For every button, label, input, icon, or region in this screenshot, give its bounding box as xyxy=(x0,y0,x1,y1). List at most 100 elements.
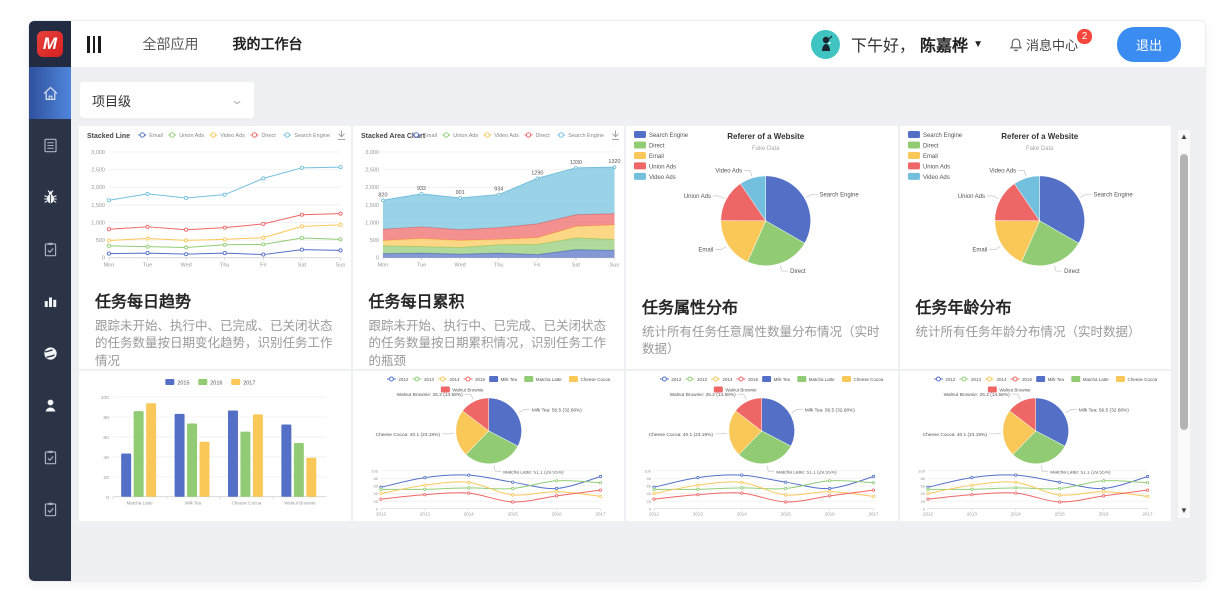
svg-text:40: 40 xyxy=(647,491,652,496)
svg-text:Direct: Direct xyxy=(922,143,938,149)
menu-collapse-icon[interactable] xyxy=(87,35,101,53)
sidebar-item-home[interactable] xyxy=(29,67,71,119)
sidebar-item-reports[interactable] xyxy=(29,275,71,327)
svg-text:Tue: Tue xyxy=(416,263,425,269)
card-bar-chart[interactable]: 0 20 40 60 80 100 2015 2016 2017 Matcha Latte Milk… xyxy=(79,371,351,521)
svg-text:Matcha Latte: Matcha Latte xyxy=(809,377,835,382)
svg-text:Milk Tea: Milk Tea xyxy=(500,377,517,382)
svg-text:Thu: Thu xyxy=(220,263,229,269)
svg-text:Sun: Sun xyxy=(609,263,619,269)
svg-text:Cheese Cocoa: 40.1 (23.19%): Cheese Cocoa: 40.1 (23.19%) xyxy=(649,432,714,438)
svg-text:2015: 2015 xyxy=(748,377,758,382)
greeting-text: 下午好， xyxy=(851,38,916,55)
svg-text:2013: 2013 xyxy=(693,512,703,517)
svg-text:2014: 2014 xyxy=(463,512,473,517)
svg-text:Search Engine: Search Engine xyxy=(294,133,330,139)
sidebar-item-docs[interactable] xyxy=(29,119,71,171)
card-task-age-distribution[interactable]: Referer of a Website Fake Data Search Engi… xyxy=(899,126,1171,369)
user-menu[interactable]: 下午好， 陈嘉桦 ▼ xyxy=(851,32,983,56)
svg-text:100: 100 xyxy=(101,395,110,401)
svg-text:100: 100 xyxy=(371,468,378,473)
scroll-down-arrow[interactable]: ▼ xyxy=(1180,506,1188,515)
svg-text:40: 40 xyxy=(103,455,109,461)
message-badge: 2 xyxy=(1075,27,1093,45)
svg-text:Matcha Latte: Matcha Latte xyxy=(1082,377,1108,382)
sidebar-item-checklist[interactable] xyxy=(29,431,71,483)
card-task-attribute-distribution[interactable]: Referer of a Website Fake Data Search Engi… xyxy=(626,126,898,369)
sidebar-item-bug[interactable] xyxy=(29,171,71,223)
card-description: 统计所有任务任意属性数量分布情况（实时数据） xyxy=(642,324,880,357)
document-icon xyxy=(43,138,57,152)
svg-text:Search Engine: Search Engine xyxy=(1093,192,1133,198)
svg-text:Email: Email xyxy=(972,248,987,254)
nav-my-workbench[interactable]: 我的工作台 xyxy=(232,36,303,52)
svg-text:2013: 2013 xyxy=(970,377,980,382)
sidebar-item-tasks[interactable] xyxy=(29,223,71,275)
svg-text:500: 500 xyxy=(369,238,378,244)
card-combo-2[interactable]: 2012 2013 2014 2015 Milk Tea Matcha Latte Chee… xyxy=(626,371,898,521)
scrollbar-thumb[interactable] xyxy=(1180,154,1188,430)
svg-text:Search Engine: Search Engine xyxy=(922,133,962,139)
svg-text:2014: 2014 xyxy=(1010,512,1020,517)
card-combo-3[interactable]: 2012 2013 2014 2015 Milk Tea Matcha Latte Chee… xyxy=(899,371,1171,521)
svg-text:2015: 2015 xyxy=(475,377,485,382)
scroll-up-arrow[interactable]: ▲ xyxy=(1180,132,1188,141)
svg-text:80: 80 xyxy=(920,476,925,481)
svg-text:60: 60 xyxy=(920,484,925,489)
svg-text:Search Engine: Search Engine xyxy=(820,192,860,198)
chart-grouped-bar: 0 20 40 60 80 100 2015 2016 2017 Matcha Latte Milk… xyxy=(101,378,327,506)
svg-text:2016: 2016 xyxy=(825,512,835,517)
svg-text:0: 0 xyxy=(922,506,925,511)
svg-text:Union Ads: Union Ads xyxy=(957,194,984,200)
scrollbar[interactable]: ▲ ▼ xyxy=(1177,129,1191,519)
svg-text:2,000: 2,000 xyxy=(91,185,105,191)
message-center[interactable]: 消息中心 2 xyxy=(1009,27,1095,54)
svg-text:2014: 2014 xyxy=(996,377,1006,382)
app-logo[interactable]: M xyxy=(29,21,71,67)
bell-icon xyxy=(1009,37,1023,51)
svg-text:Email: Email xyxy=(149,133,163,139)
logout-button[interactable]: 退出 xyxy=(1116,26,1181,62)
card-task-daily-trend[interactable]: 0 500 1,000 1,500 2,000 2,500 3,000 Mon Tue Wed Th… xyxy=(79,126,351,369)
svg-text:Sat: Sat xyxy=(298,263,307,269)
svg-text:Tue: Tue xyxy=(143,263,152,269)
svg-text:Milk Tea: 56.5 (32.68%): Milk Tea: 56.5 (32.68%) xyxy=(1078,408,1129,414)
svg-text:2012: 2012 xyxy=(398,377,408,382)
top-nav: 全部应用 我的工作台 xyxy=(143,34,303,54)
svg-text:2,500: 2,500 xyxy=(91,168,105,174)
svg-text:2013: 2013 xyxy=(419,512,429,517)
card-combo-1[interactable]: 2012 2013 2014 2015 Milk Tea Matcha Latte Chee… xyxy=(352,371,624,521)
user-icon xyxy=(45,399,55,411)
svg-text:Referer of a Website: Referer of a Website xyxy=(727,132,804,141)
svg-text:40: 40 xyxy=(920,491,925,496)
svg-text:Thu: Thu xyxy=(494,263,503,269)
svg-text:Matcha Latte: 51.1 (29.55%): Matcha Latte: 51.1 (29.55%) xyxy=(776,469,837,475)
chart-pie-line-combo: 2012 2013 2014 2015 Milk Tea Matcha Latte Chee… xyxy=(918,375,1157,517)
svg-text:Stacked Line: Stacked Line xyxy=(87,133,130,140)
chart-referer-pie: Referer of a Website Fake Data Search Engi… xyxy=(633,130,860,275)
svg-text:Milk Tea: 56.5 (32.68%): Milk Tea: 56.5 (32.68%) xyxy=(531,408,582,414)
home-icon xyxy=(43,86,57,100)
avatar[interactable] xyxy=(811,29,841,59)
clipboard-check-icon xyxy=(44,242,56,256)
svg-text:1330: 1330 xyxy=(569,160,581,166)
svg-text:0: 0 xyxy=(106,495,109,501)
svg-text:2015: 2015 xyxy=(177,380,189,386)
svg-text:2015: 2015 xyxy=(507,512,517,517)
svg-text:3,000: 3,000 xyxy=(91,150,105,156)
sidebar-item-user[interactable] xyxy=(29,379,71,431)
svg-text:Walnut Brownie: 25.2 (14.58%): Walnut Brownie: 25.2 (14.58%) xyxy=(396,392,462,398)
sidebar-item-audit[interactable] xyxy=(29,483,71,535)
svg-text:Sat: Sat xyxy=(571,263,580,269)
svg-text:2017: 2017 xyxy=(243,380,255,386)
chart-stacked-line: 0 500 1,000 1,500 2,000 2,500 3,000 Mon Tue Wed Th… xyxy=(87,130,345,269)
card-task-daily-accumulation[interactable]: 0 500 1,000 1,500 2,000 2,500 3,000 Mon Tue Wed Th… xyxy=(352,126,624,369)
svg-text:60: 60 xyxy=(103,435,109,441)
card-title: 任务每日累积 xyxy=(368,293,465,311)
sidebar-item-global[interactable] xyxy=(29,327,71,379)
nav-all-apps[interactable]: 全部应用 xyxy=(142,36,199,52)
svg-text:2,500: 2,500 xyxy=(365,168,379,174)
project-level-select[interactable]: 项目级 ⌄ xyxy=(79,81,255,119)
svg-text:Email: Email xyxy=(649,154,664,160)
svg-text:0: 0 xyxy=(649,506,652,511)
